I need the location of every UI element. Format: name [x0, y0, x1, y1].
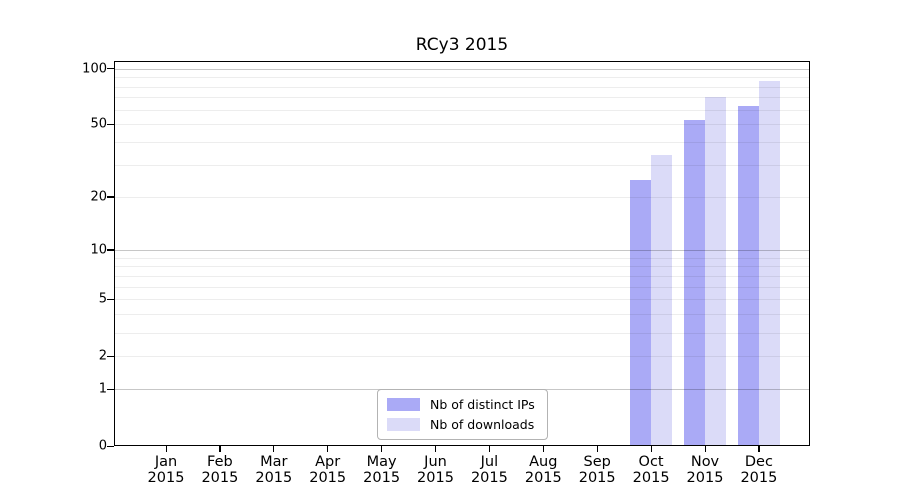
x-tick-label-dec: Dec 2015 — [740, 454, 778, 486]
x-tick-aug — [542, 446, 544, 452]
x-tick-jun — [435, 446, 437, 452]
legend-entry-distinct-ips: Nb of distinct IPs — [387, 397, 535, 412]
bar-downloads-dec — [758, 80, 780, 446]
x-tick-feb — [219, 446, 221, 452]
y-tick-label-1: 1 — [98, 381, 107, 397]
x-tick-apr — [327, 446, 329, 452]
bar-downloads-oct — [651, 155, 673, 446]
x-tick-nov — [704, 446, 706, 452]
bar-downloads-nov — [705, 97, 726, 446]
x-tick-label-jul: Jul 2015 — [470, 454, 508, 486]
y-tick-0 — [107, 445, 114, 447]
y-tick-label-2: 2 — [98, 348, 107, 364]
x-tick-label-jun: Jun 2015 — [417, 454, 454, 486]
x-tick-label-nov: Nov 2015 — [686, 454, 724, 486]
y-tick-label-100: 100 — [82, 61, 107, 76]
x-tick-oct — [650, 446, 652, 452]
bar-distinct-ips-oct — [630, 179, 652, 446]
x-tick-mar — [273, 446, 275, 452]
x-tick-label-mar: Mar 2015 — [255, 454, 293, 486]
x-tick-jan — [165, 446, 167, 452]
bar-distinct-ips-dec — [737, 105, 759, 446]
y-tick-label-0: 0 — [98, 438, 107, 454]
plot-area: 0 1 2 5 10 20 50 100 Jan 2015 Feb 2015 Mar 2015 Ap… — [82, 61, 810, 486]
legend-label: Nb of downloads — [430, 417, 535, 432]
x-tick-dec — [758, 446, 760, 452]
x-tick-label-aug: Aug 2015 — [524, 454, 562, 486]
legend: Nb of distinct IPs Nb of downloads — [377, 389, 548, 440]
y-tick-10 — [107, 249, 114, 251]
x-tick-label-apr: Apr 2015 — [309, 454, 347, 486]
legend-entry-downloads: Nb of downloads — [387, 417, 535, 432]
x-tick-label-sep: Sep 2015 — [578, 454, 616, 486]
x-tick-label-jan: Jan 2015 — [147, 454, 185, 486]
x-tick-label-oct: Oct 2015 — [632, 454, 670, 486]
y-tick-label-50: 50 — [90, 116, 107, 132]
y-tick-2 — [107, 355, 114, 357]
y-tick-5 — [107, 298, 114, 301]
major-gridline-100 — [114, 68, 810, 70]
y-tick-label-5: 5 — [98, 291, 107, 307]
bar-distinct-ips-nov — [684, 119, 705, 446]
chart-title: RCy3 2015 — [415, 35, 509, 55]
minor-gridline-90 — [114, 77, 810, 79]
minor-gridline-80 — [114, 86, 810, 88]
y-tick-50 — [107, 123, 114, 126]
x-tick-label-may: May 2015 — [363, 454, 401, 486]
x-tick-jul — [488, 446, 491, 452]
y-tick-100 — [107, 68, 114, 70]
legend-swatch-icon — [387, 418, 420, 431]
x-tick-sep — [596, 446, 598, 452]
x-tick-may — [381, 446, 383, 452]
y-tick-label-20: 20 — [90, 189, 107, 205]
y-tick-1 — [107, 388, 114, 390]
legend-swatch-icon — [387, 398, 420, 411]
y-tick-20 — [107, 196, 114, 198]
x-tick-label-feb: Feb 2015 — [201, 454, 239, 486]
legend-label: Nb of distinct IPs — [430, 397, 535, 412]
y-tick-label-10: 10 — [90, 242, 107, 258]
